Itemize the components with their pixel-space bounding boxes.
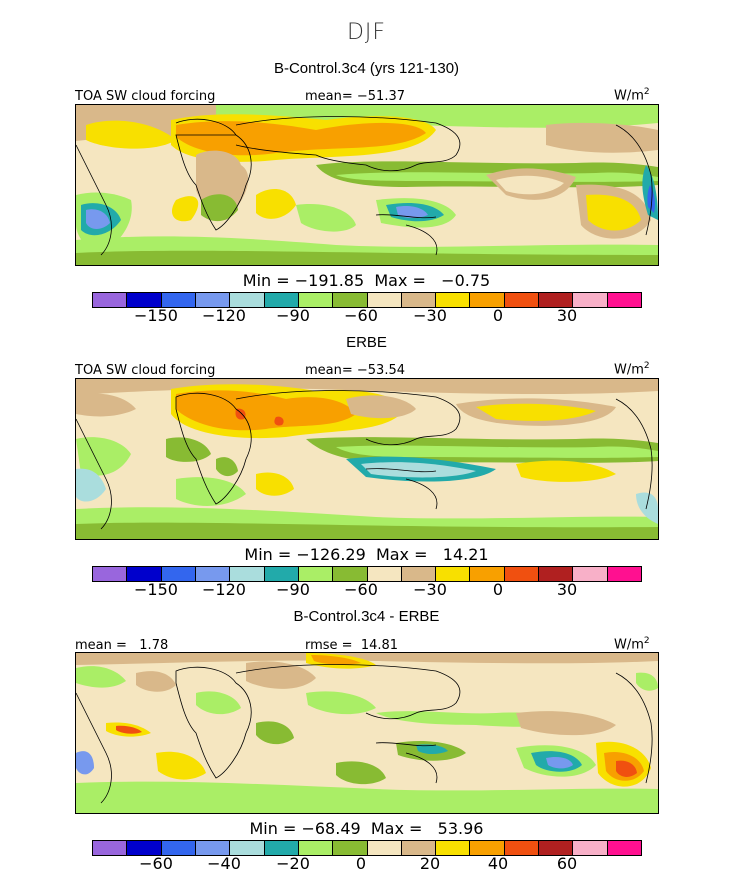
colorbar-swatch [298,567,334,581]
panel3-mean-label: mean = 1.78 [75,638,169,653]
panel1-field-label: TOA SW cloud forcing [75,89,216,104]
colorbar-swatch [504,841,540,855]
colorbar-swatch [573,293,608,307]
colorbar-swatch [436,567,471,581]
colorbar-swatch [504,293,540,307]
colorbar-swatch [93,567,128,581]
colorbar-swatch [195,841,231,855]
colorbar-swatch [573,567,608,581]
panel1-subtitle: B-Control.3c4 (yrs 121-130) [273,60,460,77]
panel2-units: W/m2 [614,361,650,378]
colorbar-swatch [230,293,265,307]
panel3-min-max: Min = −68.49 Max = 53.96 [249,819,484,838]
panel2-tick: −90 [276,580,310,599]
panel1-map [75,104,659,266]
colorbar-swatch [539,293,574,307]
panel1-mid-label: mean= −51.37 [305,89,406,104]
panel3-rmse-label: rmse = 14.81 [305,638,399,653]
panel2-tick: 0 [492,580,504,599]
colorbar-swatch [607,841,641,855]
colorbar-swatch [470,841,505,855]
panel1-tick: −120 [202,306,246,325]
colorbar-swatch [161,841,196,855]
panel3-map [75,652,659,814]
panel1-min-max: Min = −191.85 Max = −0.75 [242,271,491,290]
colorbar-swatch [230,567,265,581]
colorbar-swatch [367,567,402,581]
panel3-tick: 60 [556,854,578,873]
panel3-tick: −60 [139,854,173,873]
colorbar-swatch [264,293,299,307]
panel1-tick: −60 [344,306,378,325]
colorbar-swatch [127,841,162,855]
colorbar-swatch [607,293,641,307]
panel1-tick: 0 [492,306,504,325]
panel2-tick: 30 [556,580,578,599]
colorbar-swatch [161,293,196,307]
colorbar-swatch [401,841,437,855]
panel2-tick: −30 [413,580,447,599]
colorbar-swatch [298,841,334,855]
panel2-tick: −120 [202,580,246,599]
panel3-colorbar [92,840,642,856]
panel3-subtitle: B-Control.3c4 - ERBE [293,608,440,625]
colorbar-swatch [127,293,162,307]
colorbar-swatch [93,293,128,307]
panel2-colorbar [92,566,642,582]
panel3-tick: 40 [487,854,509,873]
panel2-subtitle: ERBE [346,334,387,351]
colorbar-swatch [401,567,437,581]
colorbar-swatch [93,841,128,855]
colorbar-swatch [367,293,402,307]
panel1-tick: −150 [134,306,178,325]
colorbar-swatch [298,293,334,307]
panel2-tick: −60 [344,580,378,599]
panel3-units: W/m2 [614,636,650,653]
colorbar-swatch [401,293,437,307]
colorbar-swatch [470,293,505,307]
colorbar-swatch [264,567,299,581]
panel1-tick: 30 [556,306,578,325]
colorbar-swatch [367,841,402,855]
colorbar-swatch [161,567,196,581]
colorbar-swatch [504,567,540,581]
colorbar-swatch [264,841,299,855]
panel2-map [75,378,659,540]
panel2-field-label: TOA SW cloud forcing [75,363,216,378]
colorbar-swatch [539,567,574,581]
panel2-min-max: Min = −126.29 Max = 14.21 [244,545,489,564]
panel1-colorbar [92,292,642,308]
panel1-units: W/m2 [614,87,650,104]
colorbar-swatch [573,841,608,855]
figure-title: DJF [346,20,387,45]
panel2-mid-label: mean= −53.54 [305,363,406,378]
colorbar-swatch [195,293,231,307]
colorbar-swatch [127,567,162,581]
panel1-tick: −30 [413,306,447,325]
colorbar-swatch [333,567,368,581]
panel3-tick: 20 [419,854,441,873]
colorbar-swatch [470,567,505,581]
colorbar-swatch [607,567,641,581]
colorbar-swatch [539,841,574,855]
panel3-tick: −20 [276,854,310,873]
colorbar-swatch [333,293,368,307]
panel2-tick: −150 [134,580,178,599]
colorbar-swatch [195,567,231,581]
colorbar-swatch [230,841,265,855]
panel3-tick: −40 [207,854,241,873]
colorbar-swatch [436,293,471,307]
panel1-tick: −90 [276,306,310,325]
colorbar-swatch [333,841,368,855]
panel3-tick: 0 [355,854,367,873]
colorbar-swatch [436,841,471,855]
